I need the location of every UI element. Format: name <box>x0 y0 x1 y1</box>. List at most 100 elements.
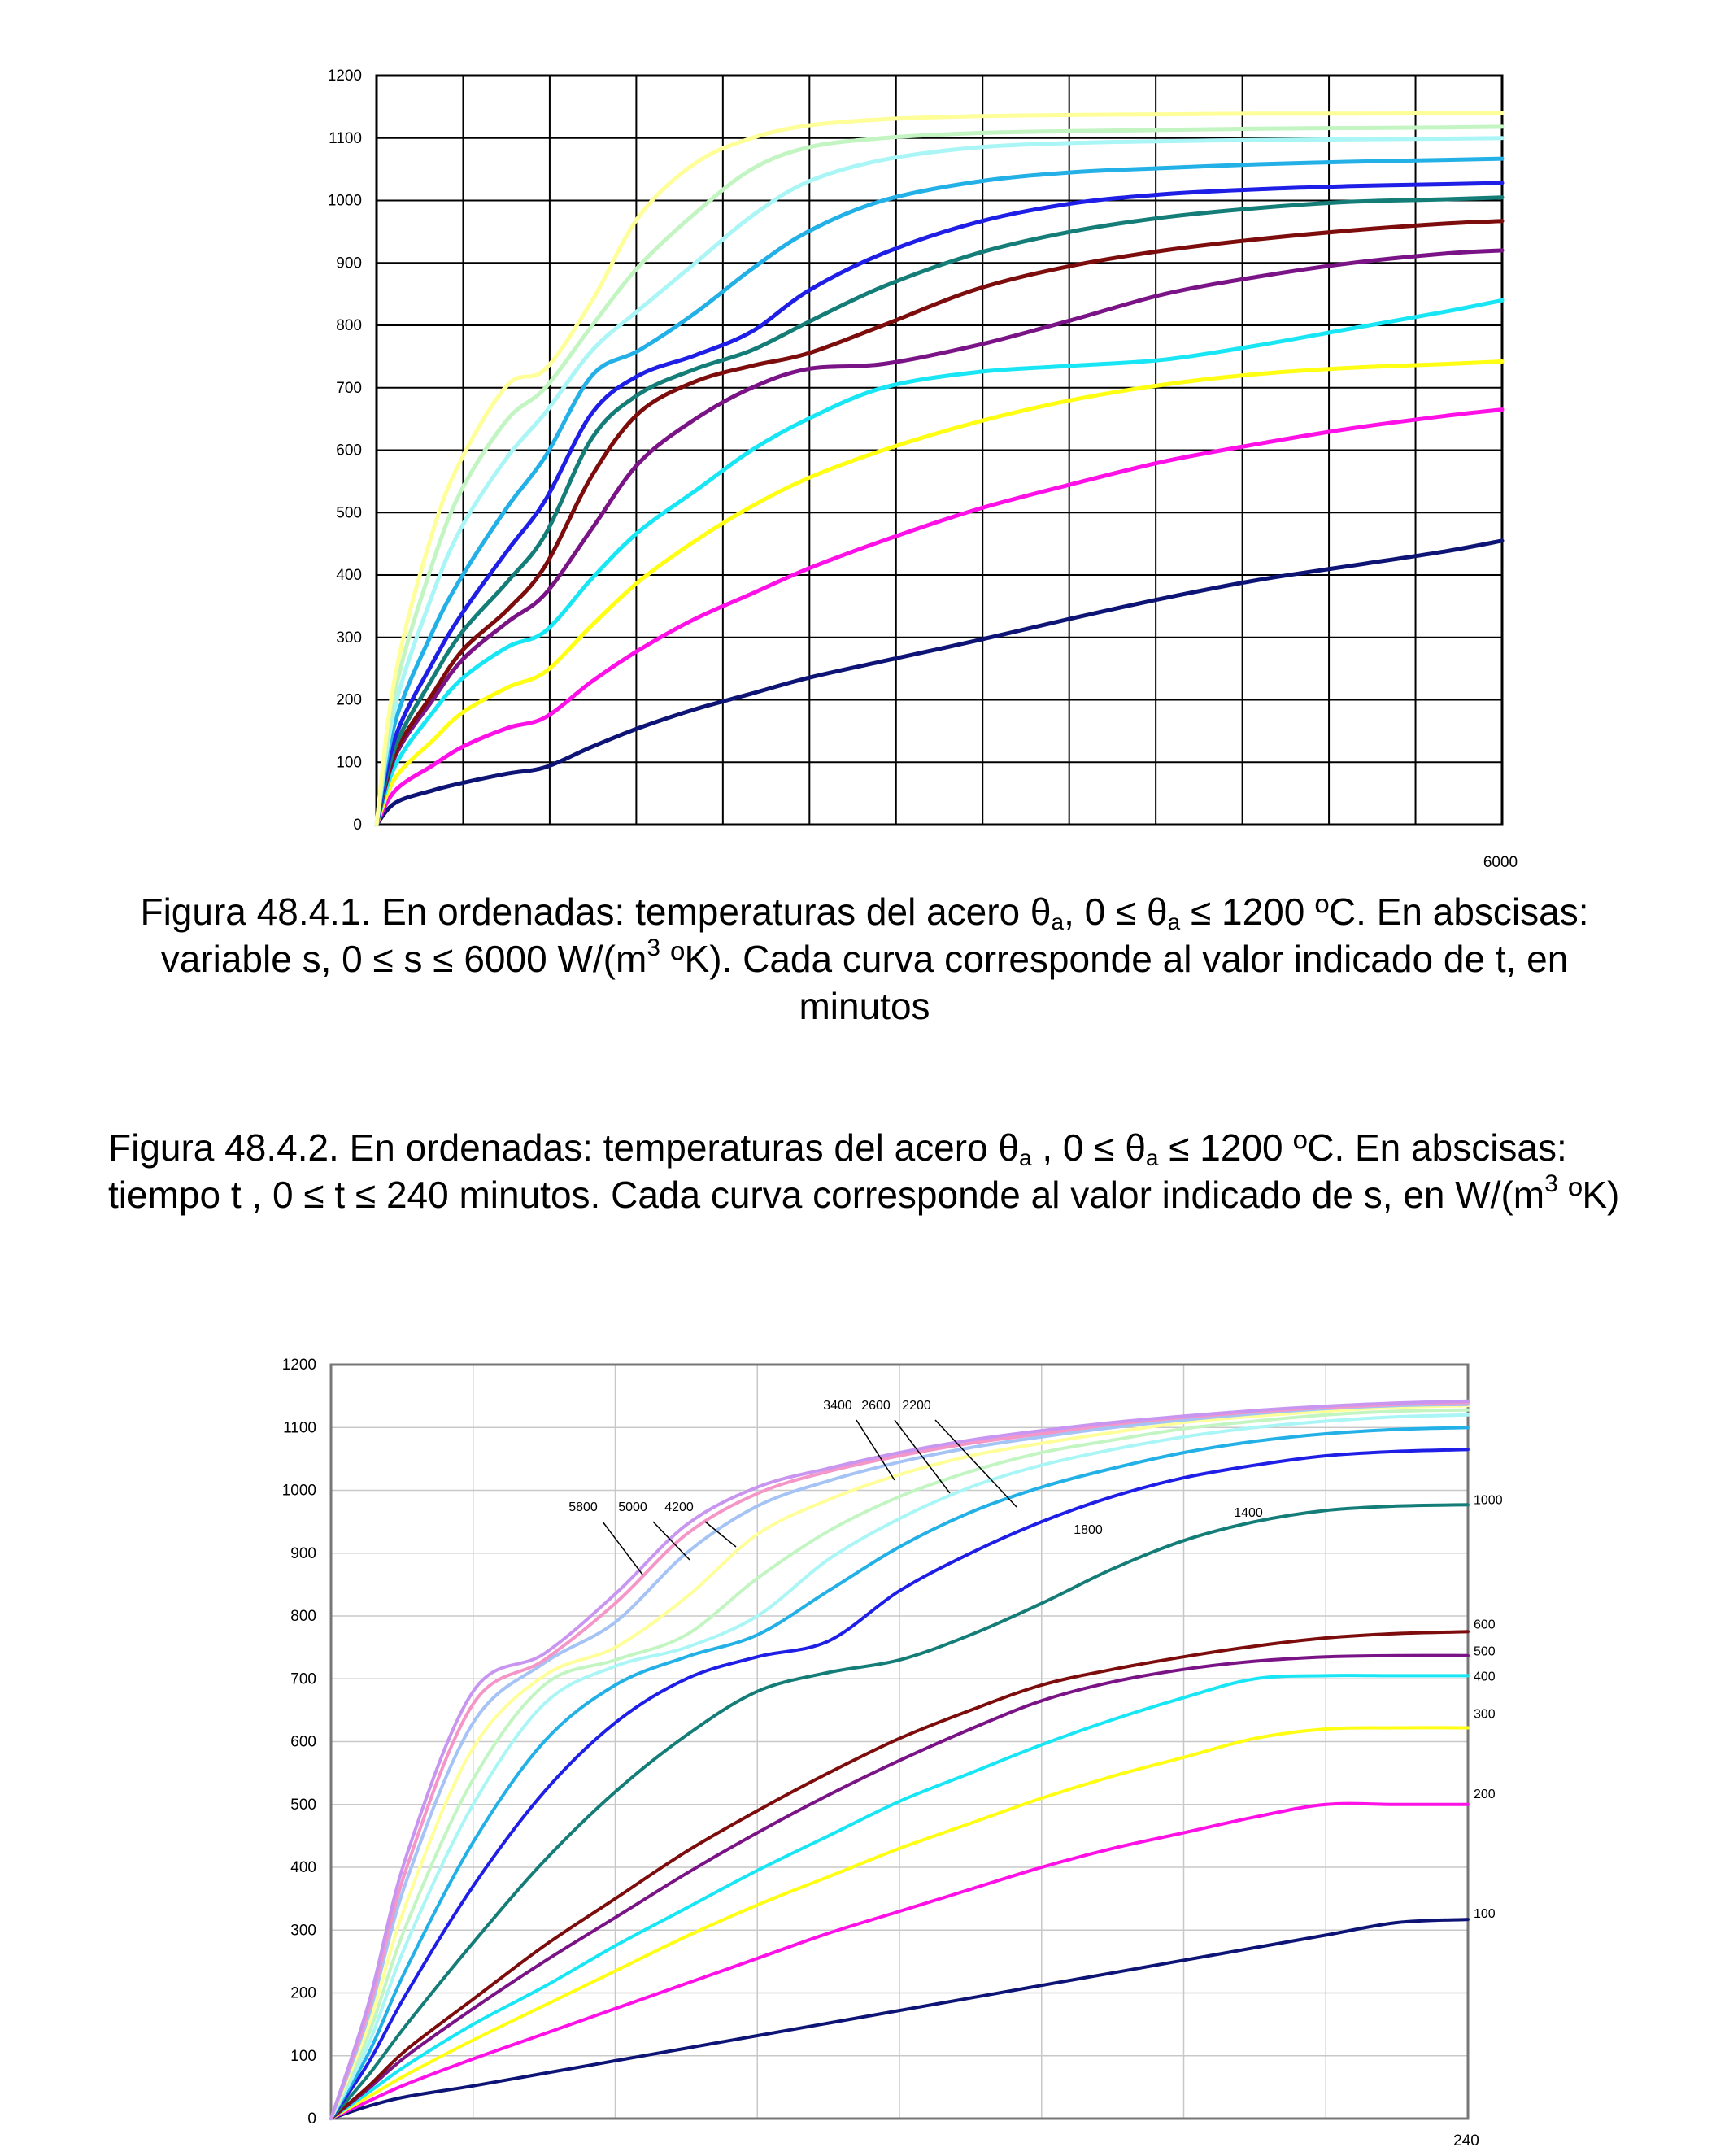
caption1-text-1: Figura 48.4.1. En ordenadas: temperatura… <box>140 891 1052 933</box>
chart2-series-line-300 <box>329 1726 1470 2120</box>
chart1-series-line-5 <box>374 219 1505 827</box>
chart2-leader-line-5800 <box>602 1521 643 1575</box>
caption2-text-2: , 0 ≤ θ <box>1031 1126 1146 1169</box>
chart1-series-line-3 <box>374 298 1505 827</box>
chart2-series-group <box>329 1399 1470 2120</box>
chart2-annotations: 5800 5000 4200 3400 2600 2200 1800 1400 <box>568 1399 1263 1575</box>
caption2-sub-2: a <box>1145 1145 1159 1170</box>
chart2-series-label-1000: 1000 <box>1474 1493 1503 1507</box>
caption1-sup: 3 <box>647 934 660 961</box>
chart1-series-line-0 <box>374 538 1505 827</box>
chart1-series-line-1 <box>374 407 1505 827</box>
chart1-y-tick-label: 800 <box>336 317 362 334</box>
chart2-y-tick-label: 1200 <box>282 1357 316 1374</box>
chart1-series-group <box>374 111 1505 827</box>
chart2-series-line-200 <box>329 1801 1470 2120</box>
chart2-leader-line-4200 <box>704 1521 737 1548</box>
chart2-annotation-3400: 3400 <box>823 1399 852 1413</box>
chart2-annotation-1800: 1800 <box>1074 1523 1103 1537</box>
chart2-series-line-400 <box>329 1674 1470 2120</box>
chart2-x-tick-label: 240 <box>1453 2132 1479 2149</box>
caption2-text-4: ºK) <box>1557 1174 1620 1216</box>
chart2-annotation-2600: 2600 <box>861 1399 891 1413</box>
caption1-sub-2: a <box>1167 909 1181 934</box>
chart2-series-line-100 <box>329 1918 1470 2120</box>
chart2-leader-line-3400 <box>856 1419 895 1481</box>
chart2-series-label-100: 100 <box>1474 1907 1496 1921</box>
chart2-series-label-600: 600 <box>1474 1618 1496 1631</box>
chart1-y-tick-label: 900 <box>336 255 362 272</box>
chart1-series-line-9 <box>374 136 1505 827</box>
chart2-leader-line-5000 <box>652 1521 690 1561</box>
chart2-series-label-400: 400 <box>1474 1670 1496 1683</box>
chart2-gridlines <box>330 1364 1469 2119</box>
chart1-series-line-2 <box>374 359 1505 827</box>
caption2-text-3: ≤ 1200 ºC. En abscisas: tiempo t , 0 ≤ t… <box>108 1126 1567 1216</box>
chart2-y-tick-label: 900 <box>290 1545 316 1562</box>
caption1-text-2: , 0 ≤ θ <box>1064 891 1168 933</box>
chart2-series-line-2200 <box>329 1413 1470 2120</box>
chart1-series-line-8 <box>374 156 1505 827</box>
chart2-plot-frame <box>329 1363 1470 2120</box>
chart2-annotation-5000: 5000 <box>618 1500 647 1514</box>
chart2-series-line-2600 <box>329 1408 1470 2120</box>
chart2-y-tick-label: 200 <box>290 1985 316 2002</box>
chart1-y-tick-label: 500 <box>336 504 362 521</box>
chart2-leader-line-2600 <box>894 1419 951 1494</box>
chart2-y-tick-label: 0 <box>307 2110 316 2128</box>
chart1-series-line-7 <box>374 181 1505 827</box>
caption2-text-1: Figura 48.4.2. En ordenadas: temperatura… <box>108 1126 1020 1169</box>
chart2-y-tick-label: 100 <box>290 2048 316 2065</box>
chart2-svg: 0 100 200 300 400 500 600 700 800 900 1000 1100 1200… <box>282 1357 1503 2149</box>
chart-steel-temp-vs-s: 0 100 200 300 400 500 600 700 800 900 1000 1100 1200… <box>0 0 1729 871</box>
caption2-sub-1: a <box>1019 1145 1032 1170</box>
chart2-series-line-4200 <box>329 1402 1470 2120</box>
chart1-y-tick-label: 600 <box>336 442 362 460</box>
caption1-text-3: ≤ 1200 ºC. En abscisas: variable s, 0 ≤ … <box>160 891 1589 980</box>
chart2-y-tick-label: 300 <box>290 1922 316 1939</box>
chart2-end-labels: 100 200 300 400 500 600 1000 <box>1474 1493 1503 1921</box>
chart1-y-tick-label: 1100 <box>329 130 362 147</box>
chart2-annotation-4200: 4200 <box>664 1500 694 1514</box>
chart2-series-label-300: 300 <box>1474 1708 1496 1722</box>
chart2-y-tick-label: 500 <box>290 1797 316 1814</box>
chart1-series-line-11 <box>374 111 1505 827</box>
chart2-series-line-5800 <box>329 1399 1470 2120</box>
chart2-annotation-5800: 5800 <box>568 1500 598 1514</box>
caption2-sup: 3 <box>1544 1170 1558 1197</box>
chart1-y-tick-label: 1200 <box>328 68 362 85</box>
chart2-y-tick-label: 600 <box>290 1734 316 1751</box>
chart2-annotation-1400: 1400 <box>1234 1506 1263 1520</box>
chart2-series-line-1400 <box>329 1448 1470 2120</box>
chart-steel-temp-vs-time: 0 100 200 300 400 500 600 700 800 900 1000 1100 1200… <box>0 1334 1729 2152</box>
chart2-y-tick-label: 700 <box>290 1670 316 1688</box>
chart2-y-tick-label: 400 <box>290 1859 316 1876</box>
chart1-series-line-4 <box>374 248 1505 827</box>
caption1-text-4: ºK). Cada curva corresponde al valor ind… <box>660 938 1569 1027</box>
caption1-sub-1: a <box>1051 909 1065 934</box>
chart1-y-tick-label: 400 <box>336 567 362 584</box>
chart1-plot-frame <box>375 74 1504 826</box>
chart2-series-line-500 <box>329 1653 1470 2120</box>
chart2-series-line-3400 <box>329 1404 1470 2120</box>
chart1-y-tick-label: 300 <box>336 629 362 647</box>
chart1-x-tick-label: 6000 <box>1483 854 1518 870</box>
chart2-y-tick-label: 800 <box>290 1608 316 1625</box>
chart2-y-tick-label: 1100 <box>283 1419 316 1436</box>
chart1-y-tick-label: 0 <box>353 817 362 834</box>
chart1-y-tick-label: 200 <box>336 692 362 709</box>
chart2-y-tick-label: 1000 <box>282 1483 316 1500</box>
chart1-series-line-6 <box>374 195 1505 827</box>
chart1-svg: 0 100 200 300 400 500 600 700 800 900 1000 1100 1200… <box>328 68 1518 871</box>
chart2-annotation-2200: 2200 <box>902 1399 931 1413</box>
chart1-y-tick-label: 100 <box>336 754 362 771</box>
chart2-series-line-600 <box>329 1630 1470 2120</box>
chart1-series-line-10 <box>374 124 1505 827</box>
chart2-series-line-1800 <box>329 1426 1470 2120</box>
chart2-series-label-200: 200 <box>1474 1788 1496 1801</box>
chart2-leader-line-2200 <box>934 1419 1017 1508</box>
chart2-series-label-500: 500 <box>1474 1645 1496 1659</box>
figure-48-4-2-caption: Figura 48.4.2. En ordenadas: temperatura… <box>108 1124 1637 1218</box>
figure-48-4-1-caption: Figura 48.4.1. En ordenadas: temperatura… <box>130 888 1599 1030</box>
chart1-y-tick-label: 1000 <box>328 193 362 210</box>
